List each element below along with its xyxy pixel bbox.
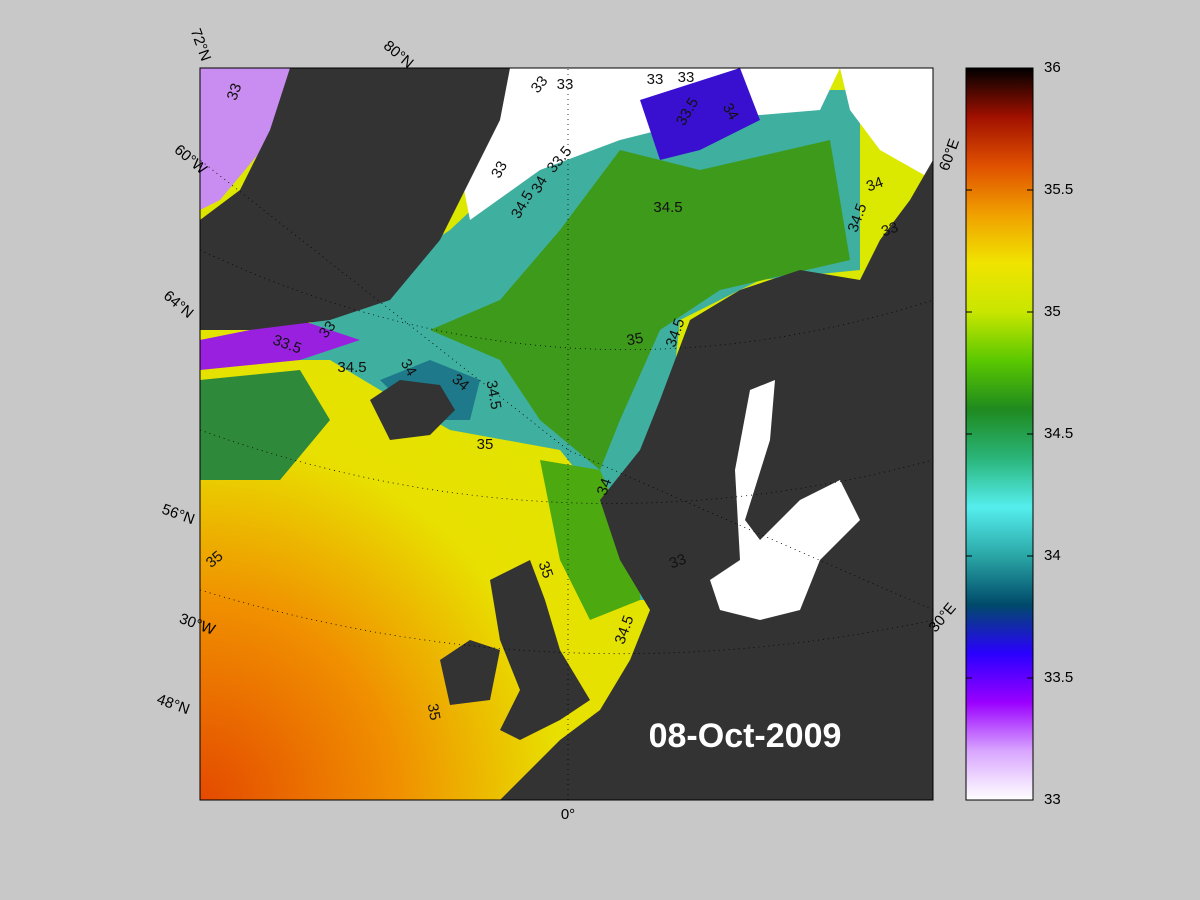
north-sea	[540, 460, 640, 620]
contour-label: 33	[557, 76, 574, 93]
irminger-sea	[200, 370, 330, 480]
contour-label: 34	[594, 476, 616, 497]
contour-label: 33	[224, 81, 246, 102]
baltic-sea	[710, 380, 860, 620]
colorbar	[965, 67, 1034, 801]
contour-label: 34	[864, 174, 885, 196]
contour-label: 34.5	[483, 379, 505, 411]
contour-label: 34.5	[337, 359, 366, 376]
iceland	[370, 380, 455, 440]
colorbar-tick-label: 35	[1044, 303, 1061, 320]
greenland-shelf-fresh	[200, 68, 300, 210]
contour-label: 33	[667, 551, 688, 573]
east-greenland-current	[200, 320, 360, 370]
contour-label: 35	[535, 559, 557, 580]
scandinavia-russia	[500, 160, 933, 800]
barents-fresh	[640, 68, 760, 160]
contour-label: 33	[678, 69, 695, 86]
colorbar-tick-label: 33.5	[1044, 669, 1073, 686]
date-label: 08-Oct-2009	[649, 717, 842, 755]
contour-label: 33	[488, 158, 511, 181]
graticule	[200, 68, 933, 800]
ireland	[440, 640, 500, 705]
colorbar-tick-label: 34	[1044, 547, 1061, 564]
colorbar-tick-label: 34.5	[1044, 425, 1073, 442]
contour-label: 33	[647, 71, 664, 88]
colorbar-tick-label: 35.5	[1044, 181, 1073, 198]
contour-label: 35	[424, 702, 444, 721]
norwegian-sea	[430, 140, 850, 470]
graticule-label: 0°	[561, 806, 575, 823]
colorbar-tick-label: 33	[1044, 791, 1061, 808]
great-britain	[490, 560, 590, 740]
contour-label: 33	[879, 219, 900, 241]
graticule-line	[200, 159, 933, 611]
greenland	[200, 68, 510, 330]
contour-label: 34.5	[653, 199, 682, 216]
map-area	[200, 68, 933, 800]
kara-ice	[840, 68, 933, 180]
contour-label: 34	[528, 173, 551, 196]
contour-label: 34	[719, 100, 742, 123]
colorbar-tick-label: 36	[1044, 59, 1061, 76]
map-frame	[199, 67, 934, 801]
contour-label: 35	[477, 436, 494, 453]
contour-label: 35	[625, 330, 644, 350]
contour-label: 34	[397, 356, 420, 379]
